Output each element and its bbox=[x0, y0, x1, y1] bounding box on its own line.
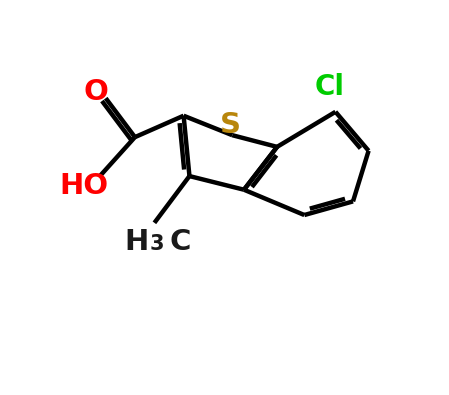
Text: 3: 3 bbox=[149, 234, 163, 254]
Text: S: S bbox=[220, 111, 241, 139]
Text: H: H bbox=[124, 228, 149, 256]
Text: O: O bbox=[84, 78, 108, 106]
Text: C: C bbox=[170, 228, 191, 256]
Text: Cl: Cl bbox=[315, 73, 345, 100]
Text: HO: HO bbox=[60, 172, 109, 200]
